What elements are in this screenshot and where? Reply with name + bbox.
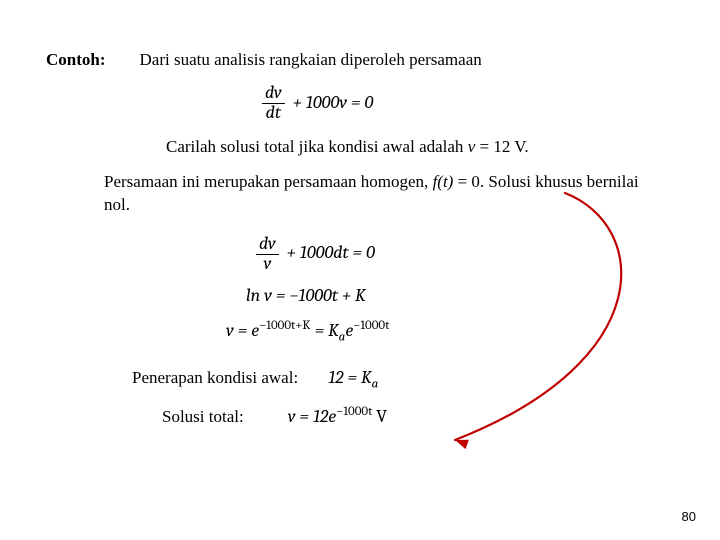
paragraph-1: Persamaan ini merupakan persamaan homoge… xyxy=(104,171,644,217)
eq1-den: dt xyxy=(262,103,285,123)
eq1-rest: + 1000v = 0 xyxy=(293,92,374,113)
equation-2: dv v + 1000dt = 0 xyxy=(256,235,674,274)
example-label: Contoh: xyxy=(46,50,106,70)
equation-4: v = e−1000t+K = Kae−1000t xyxy=(226,320,674,341)
eq4-exp2: −1000t xyxy=(353,318,389,333)
line2-b: = 12 V. xyxy=(475,137,528,156)
line5-label: Penerapan kondisi awal: xyxy=(132,368,298,388)
line2-a: Carilah solusi total jika kondisi awal a… xyxy=(166,137,468,156)
eq4-b: = K xyxy=(311,320,339,341)
para1-f: f(t) xyxy=(433,172,454,191)
line6-label: Solusi total: xyxy=(162,407,244,427)
eq6-exp: −1000t xyxy=(336,404,372,419)
equation-5: 12 = Ka xyxy=(328,367,378,388)
eq6-unit: V xyxy=(372,406,387,427)
equation-3: ln v = −1000t + K xyxy=(246,285,674,306)
page-number: 80 xyxy=(682,509,696,524)
eq6-a: v = 12e xyxy=(288,406,336,427)
equation-6: v = 12e−1000t V xyxy=(288,406,387,427)
eq5-sub: a xyxy=(372,377,379,392)
eq4-a: v = e xyxy=(226,320,259,341)
eq5-a: 12 = K xyxy=(328,367,371,388)
para1-a: Persamaan ini merupakan persamaan homoge… xyxy=(104,172,433,191)
equation-1: dv dt + 1000v = 0 xyxy=(262,84,674,123)
eq4-c: e xyxy=(345,320,353,341)
eq2-rest: + 1000dt = 0 xyxy=(287,242,375,263)
eq1-num: dv xyxy=(262,84,285,103)
eq4-exp1: −1000t+K xyxy=(259,318,311,333)
eq2-num: dv xyxy=(256,235,279,254)
line1-text: Dari suatu analisis rangkaian diperoleh … xyxy=(140,50,482,70)
line2: Carilah solusi total jika kondisi awal a… xyxy=(166,137,674,157)
eq2-den: v xyxy=(256,254,279,274)
